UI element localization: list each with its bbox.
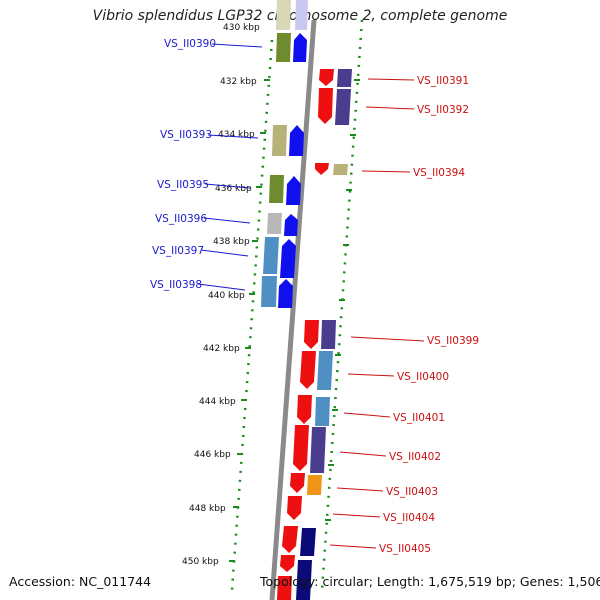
- minus-strand-features: [261, 0, 308, 308]
- kbp-label: 444 kbp: [199, 397, 236, 407]
- gene-labels-minus: VS_II0390 VS_II0393 VS_II0395 VS_II0396 …: [150, 38, 216, 291]
- gene-label[interactable]: VS_II0405: [379, 543, 431, 555]
- gene-label[interactable]: VS_II0391: [417, 75, 469, 87]
- gene-feature[interactable]: [304, 320, 319, 349]
- gene-label[interactable]: VS_II0402: [389, 451, 441, 463]
- gene-feature[interactable]: [276, 0, 291, 30]
- gene-feature[interactable]: [337, 69, 352, 87]
- gene-feature[interactable]: [297, 395, 312, 424]
- gene-label[interactable]: VS_II0392: [417, 104, 469, 116]
- left-ruler: [230, 39, 274, 591]
- gene-label[interactable]: VS_II0403: [386, 486, 438, 498]
- gene-feature[interactable]: [315, 163, 329, 175]
- gene-feature[interactable]: [280, 239, 296, 278]
- leader-lines-plus: [329, 78, 425, 549]
- gene-feature[interactable]: [295, 0, 308, 30]
- gene-feature[interactable]: [317, 351, 333, 390]
- kbp-label: 440 kbp: [208, 291, 245, 301]
- gene-feature[interactable]: [278, 279, 293, 308]
- chromosome-backbone: [269, 19, 317, 600]
- kbp-label: 430 kbp: [223, 23, 260, 33]
- gene-feature[interactable]: [315, 397, 330, 426]
- gene-label[interactable]: VS_II0390: [164, 38, 216, 50]
- gene-feature[interactable]: [321, 320, 336, 349]
- gene-feature[interactable]: [282, 526, 298, 553]
- gene-feature[interactable]: [272, 125, 287, 156]
- gene-feature[interactable]: [296, 560, 312, 600]
- gene-feature[interactable]: [290, 473, 305, 493]
- gene-feature[interactable]: [293, 33, 307, 62]
- gene-feature[interactable]: [261, 276, 277, 307]
- gene-feature[interactable]: [318, 88, 333, 124]
- ruler-ticks-right: [325, 79, 360, 521]
- gene-feature[interactable]: [333, 164, 348, 175]
- kbp-label: 450 kbp: [182, 557, 219, 567]
- gene-feature[interactable]: [300, 351, 316, 389]
- gene-label[interactable]: VS_II0394: [413, 167, 465, 179]
- gene-feature[interactable]: [307, 475, 322, 495]
- gene-label[interactable]: VS_II0401: [393, 412, 445, 424]
- gene-label[interactable]: VS_II0396: [155, 213, 207, 225]
- kbp-label: 438 kbp: [213, 237, 250, 247]
- gene-feature[interactable]: [319, 69, 334, 86]
- gene-feature[interactable]: [293, 425, 309, 471]
- gene-label[interactable]: VS_II0400: [397, 371, 449, 383]
- gene-label[interactable]: VS_II0393: [160, 129, 212, 141]
- gene-feature[interactable]: [300, 528, 316, 556]
- gene-feature[interactable]: [284, 214, 298, 236]
- kbp-label: 436 kbp: [215, 184, 252, 194]
- gene-feature[interactable]: [335, 89, 351, 125]
- gene-feature[interactable]: [286, 176, 301, 205]
- plus-strand-features: [277, 69, 352, 600]
- gene-feature[interactable]: [269, 175, 284, 203]
- accession-text: Accession: NC_011744: [9, 574, 152, 589]
- kbp-label: 442 kbp: [203, 344, 240, 354]
- topology-summary: Topology: circular; Length: 1,675,519 bp…: [260, 574, 600, 589]
- gene-feature[interactable]: [287, 496, 302, 520]
- gene-labels-plus: VS_II0391 VS_II0392 VS_II0394 VS_II0399 …: [379, 75, 479, 555]
- gene-label[interactable]: VS_II0404: [383, 512, 435, 524]
- gene-feature[interactable]: [267, 213, 282, 234]
- gene-feature[interactable]: [310, 427, 326, 473]
- kbp-label: 434 kbp: [218, 130, 255, 140]
- gene-feature[interactable]: [263, 237, 279, 274]
- gene-label[interactable]: VS_II0398: [150, 279, 202, 291]
- kbp-label: 446 kbp: [194, 450, 231, 460]
- kbp-labels: 430 kbp 432 kbp 434 kbp 436 kbp 438 kbp …: [182, 23, 260, 567]
- gene-label[interactable]: VS_II0397: [152, 245, 204, 257]
- gene-feature[interactable]: [280, 555, 295, 572]
- gene-feature[interactable]: [289, 125, 304, 156]
- gene-feature[interactable]: [277, 576, 292, 600]
- kbp-label: 448 kbp: [189, 504, 226, 514]
- gene-feature[interactable]: [276, 33, 291, 62]
- gene-label[interactable]: VS_II0399: [427, 335, 479, 347]
- ruler-ticks-left: [229, 79, 270, 562]
- leader-lines-minus: [197, 43, 263, 291]
- kbp-label: 432 kbp: [220, 77, 257, 87]
- gene-label[interactable]: VS_II0395: [157, 179, 209, 191]
